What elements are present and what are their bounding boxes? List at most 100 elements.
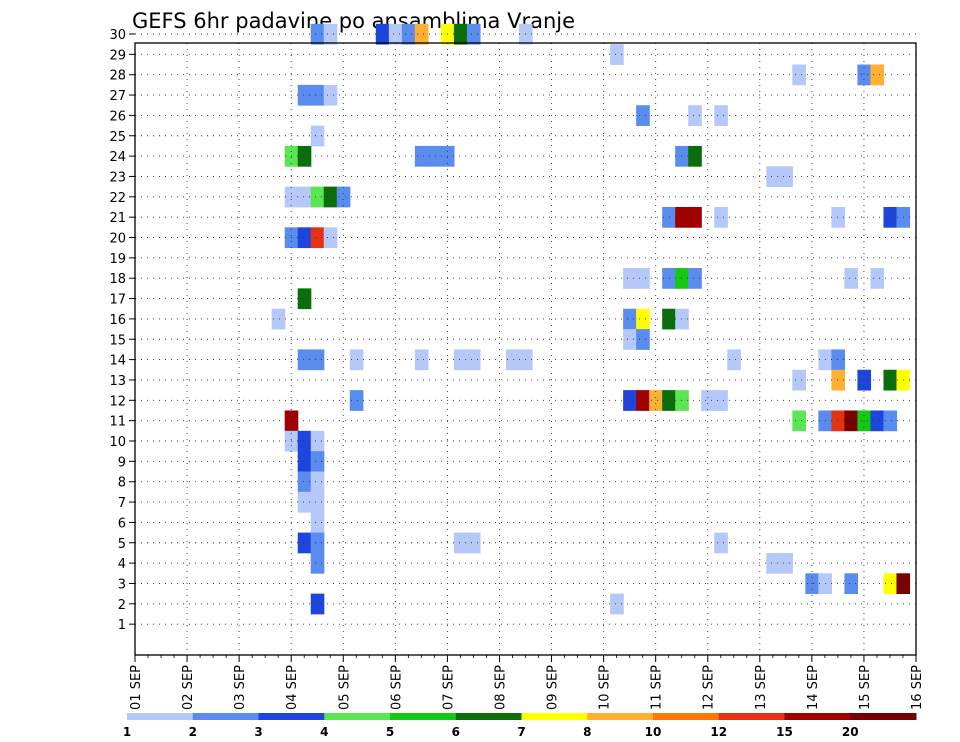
heatmap-cell <box>623 308 637 330</box>
heatmap-cell <box>610 44 624 65</box>
heatmap-cell <box>310 349 325 371</box>
legend-swatch <box>324 713 391 720</box>
y-tick-label: 9 <box>118 455 126 470</box>
y-tick-label: 6 <box>118 516 126 531</box>
cells-layer <box>271 23 911 615</box>
x-tick-label: 13 SEP <box>754 665 769 710</box>
heatmap-cell <box>271 308 286 330</box>
heatmap-cell <box>310 23 325 45</box>
legend-swatch <box>390 713 457 720</box>
heatmap-cell <box>870 410 885 432</box>
heatmap-cell <box>714 532 728 554</box>
heatmap-cell <box>414 23 429 45</box>
legend-label: 15 <box>776 725 793 739</box>
heatmap-cell <box>297 451 312 472</box>
legend-swatch <box>653 713 720 720</box>
heatmap-cell <box>883 206 898 228</box>
x-tick-label: 03 SEP <box>233 665 248 710</box>
heatmap-cell <box>466 23 481 45</box>
y-tick-label: 30 <box>109 28 126 43</box>
heatmap-cell <box>883 573 898 595</box>
y-tick-label: 22 <box>109 191 126 206</box>
heatmap-cell <box>310 471 325 493</box>
heatmap-cell <box>688 145 702 167</box>
heatmap-cell <box>792 64 806 86</box>
heatmap-cell <box>662 308 676 330</box>
legend-label: 4 <box>320 725 328 739</box>
heatmap-cell <box>297 532 312 554</box>
x-tick-label: 16 SEP <box>910 665 925 710</box>
y-tick-label: 17 <box>109 293 126 308</box>
x-tick-label: 06 SEP <box>389 665 404 710</box>
heatmap-cell <box>610 593 624 615</box>
heatmap-cell <box>662 390 676 411</box>
x-tick-label: 08 SEP <box>493 665 508 710</box>
heatmap-cell <box>883 410 898 432</box>
grid-layer <box>135 33 916 655</box>
heatmap-cell <box>857 64 872 86</box>
heatmap-cell <box>857 410 872 432</box>
legend-label: 7 <box>517 725 525 739</box>
y-tick-label: 3 <box>118 577 126 592</box>
heatmap-cell <box>844 410 859 432</box>
heatmap-cell <box>310 552 325 574</box>
y-tick-label: 23 <box>109 170 126 185</box>
heatmap-cell <box>766 166 780 188</box>
heatmap-cell <box>310 125 325 147</box>
heatmap-cell <box>662 268 676 289</box>
y-tick-label: 12 <box>109 394 126 409</box>
y-tick-label: 21 <box>109 211 126 226</box>
x-tick-label: 15 SEP <box>858 665 873 710</box>
heatmap-cell <box>649 390 663 411</box>
heatmap-cell <box>297 227 312 249</box>
heatmap-cell <box>310 491 325 513</box>
legend-label: 10 <box>645 725 662 739</box>
heatmap-cell <box>323 227 338 249</box>
heatmap-cell <box>727 349 741 371</box>
y-tick-label: 1 <box>118 618 126 633</box>
x-tick-label: 04 SEP <box>285 665 300 710</box>
heatmap-cell <box>779 552 793 574</box>
legend-swatch <box>192 713 259 720</box>
legend-label: 1 <box>123 725 131 739</box>
y-tick-label: 13 <box>109 374 126 389</box>
heatmap-cell <box>636 329 650 350</box>
heatmap-cell <box>623 329 637 350</box>
y-tick-label: 14 <box>109 354 126 369</box>
heatmap-cell <box>401 23 416 45</box>
y-tick-label: 5 <box>118 537 126 552</box>
heatmap-cell <box>336 186 351 208</box>
heatmap-cell <box>310 593 325 615</box>
heatmap-cell <box>831 369 846 391</box>
heatmap-cell <box>297 471 312 493</box>
heatmap-cell <box>714 206 728 228</box>
y-tick-label: 7 <box>118 496 126 511</box>
heatmap-cell <box>883 369 898 391</box>
heatmap-cell <box>688 206 702 228</box>
x-tick-label: 02 SEP <box>181 665 196 710</box>
heatmap-cell <box>323 84 338 106</box>
heatmap-cell <box>857 369 872 391</box>
heatmap-cell <box>349 349 364 371</box>
heatmap-cell <box>310 532 325 554</box>
heatmap-cell <box>662 206 676 228</box>
x-tick-label: 14 SEP <box>806 665 821 710</box>
x-tick-label: 12 SEP <box>702 665 717 710</box>
heatmap-cell <box>792 369 806 391</box>
heatmap-cell <box>779 166 793 188</box>
heatmap-cell <box>636 390 650 411</box>
heatmap-cell <box>297 186 312 208</box>
heatmap-cell <box>310 84 325 106</box>
heatmap-cell <box>844 573 859 595</box>
heatmap-cell <box>453 349 468 371</box>
heatmap-cell <box>310 512 325 533</box>
heatmap-cell <box>870 64 885 86</box>
heatmap-cell <box>375 23 390 45</box>
x-tick-label: 10 SEP <box>598 665 613 710</box>
legend-label: 12 <box>710 725 727 739</box>
colorbar-legend: 1 2 3 4 5 6 7 8 10 12 15 20 <box>123 713 917 739</box>
legend-swatch <box>258 713 325 720</box>
heatmap-cell <box>636 308 650 330</box>
heatmap-cell <box>414 145 429 167</box>
heatmap-cell <box>310 451 325 472</box>
